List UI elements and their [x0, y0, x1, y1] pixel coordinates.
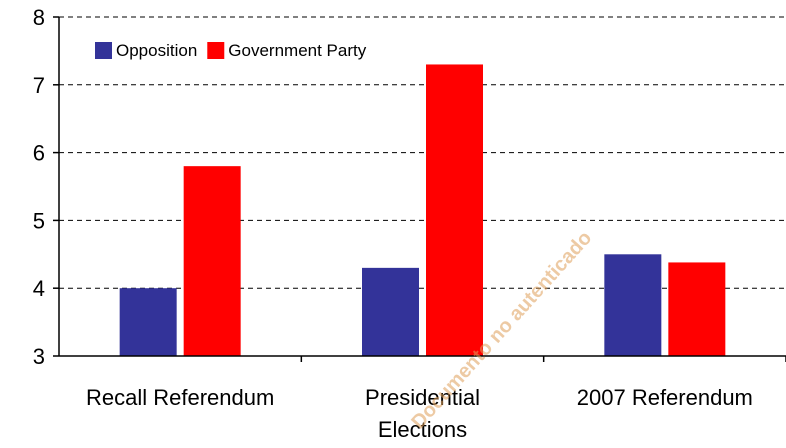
y-tick-label: 3 — [33, 344, 45, 369]
bars — [119, 64, 726, 357]
x-category-label: 2007 Referendum — [577, 385, 753, 410]
legend-label: Government Party — [228, 41, 366, 60]
x-category-label: Presidential — [365, 385, 480, 410]
y-tick-label: 5 — [33, 208, 45, 233]
x-category-labels: Recall Referendum Presidential Elections 20… — [86, 356, 786, 442]
bar-opposition — [604, 254, 662, 356]
bar-government-party — [426, 64, 483, 357]
legend-swatch-opposition — [95, 42, 112, 59]
legend-label: Opposition — [116, 41, 197, 60]
gridlines — [59, 16, 786, 289]
legend: Opposition Government Party — [95, 41, 367, 60]
x-category-label: Elections — [378, 417, 467, 442]
bar-government-party — [183, 166, 241, 356]
y-tick-label: 7 — [33, 73, 45, 98]
y-tick-label: 4 — [33, 276, 45, 301]
bar-opposition — [362, 267, 419, 356]
bar-opposition — [119, 288, 177, 356]
legend-swatch-government-party — [207, 42, 225, 59]
y-tick-label: 8 — [33, 5, 45, 30]
y-tick-label: 6 — [33, 141, 45, 166]
y-tick-labels: 3 4 5 6 7 8 — [33, 5, 59, 369]
bar-government-party — [668, 262, 726, 356]
x-category-label: Recall Referendum — [86, 385, 274, 410]
axes — [58, 17, 786, 357]
